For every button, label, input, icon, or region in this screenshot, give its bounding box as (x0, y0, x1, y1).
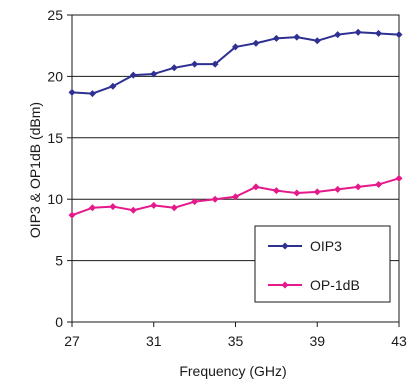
data-point-op-1db (395, 174, 403, 182)
data-point-oip3 (129, 71, 137, 79)
y-tick-label: 25 (47, 7, 63, 23)
x-tick-label: 35 (228, 333, 244, 349)
legend-label-op-1db: OP-1dB (310, 277, 360, 293)
data-point-op-1db (354, 183, 362, 191)
legend: OIP3 OP-1dB (254, 225, 391, 303)
data-point-oip3 (395, 31, 403, 39)
data-point-oip3 (375, 29, 383, 37)
y-tick-label: 0 (55, 314, 63, 330)
data-point-oip3 (191, 60, 199, 68)
data-point-oip3 (170, 64, 178, 72)
series-group (68, 28, 403, 219)
data-point-oip3 (272, 34, 280, 42)
data-point-op-1db (88, 204, 96, 212)
legend-marker-op-1db (281, 281, 289, 289)
data-point-op-1db (334, 185, 342, 193)
data-point-oip3 (68, 88, 76, 96)
data-point-oip3 (293, 33, 301, 41)
legend-box (254, 225, 391, 303)
data-point-op-1db (252, 183, 260, 191)
y-tick-label: 10 (47, 191, 63, 207)
y-tick-label: 20 (47, 68, 63, 84)
data-point-oip3 (232, 43, 239, 51)
data-point-oip3 (211, 60, 219, 68)
data-point-op-1db (211, 195, 219, 203)
x-tick-label: 31 (146, 333, 162, 349)
data-point-op-1db (375, 180, 383, 188)
data-point-op-1db (313, 188, 321, 196)
data-point-op-1db (170, 204, 178, 212)
data-point-oip3 (88, 90, 96, 98)
data-point-op-1db (150, 201, 158, 209)
x-tick-label: 39 (309, 333, 325, 349)
data-point-op-1db (232, 193, 239, 201)
data-point-op-1db (272, 187, 280, 195)
data-point-oip3 (334, 31, 342, 39)
data-point-op-1db (191, 198, 199, 206)
data-point-op-1db (109, 203, 117, 211)
y-tick-label: 5 (55, 253, 63, 269)
x-tick-label: 43 (391, 333, 407, 349)
x-tick-label: 27 (64, 333, 80, 349)
data-point-oip3 (252, 39, 260, 47)
data-point-oip3 (354, 28, 362, 36)
data-point-oip3 (109, 82, 117, 90)
data-point-op-1db (68, 211, 76, 219)
y-tick-label: 15 (47, 130, 63, 146)
data-point-op-1db (293, 189, 301, 197)
data-point-op-1db (129, 206, 137, 214)
y-axis: 0 5 10 15 20 25 (47, 7, 72, 330)
legend-label-oip3: OIP3 (310, 238, 342, 254)
data-point-oip3 (150, 70, 158, 78)
y-axis-title: OIP3 & OP1dB (dBm) (27, 102, 43, 238)
data-point-oip3 (313, 37, 321, 45)
x-axis-title: Frequency (GHz) (179, 363, 286, 379)
legend-marker-oip3 (281, 242, 289, 250)
x-axis: 27 31 35 39 43 (64, 322, 407, 349)
